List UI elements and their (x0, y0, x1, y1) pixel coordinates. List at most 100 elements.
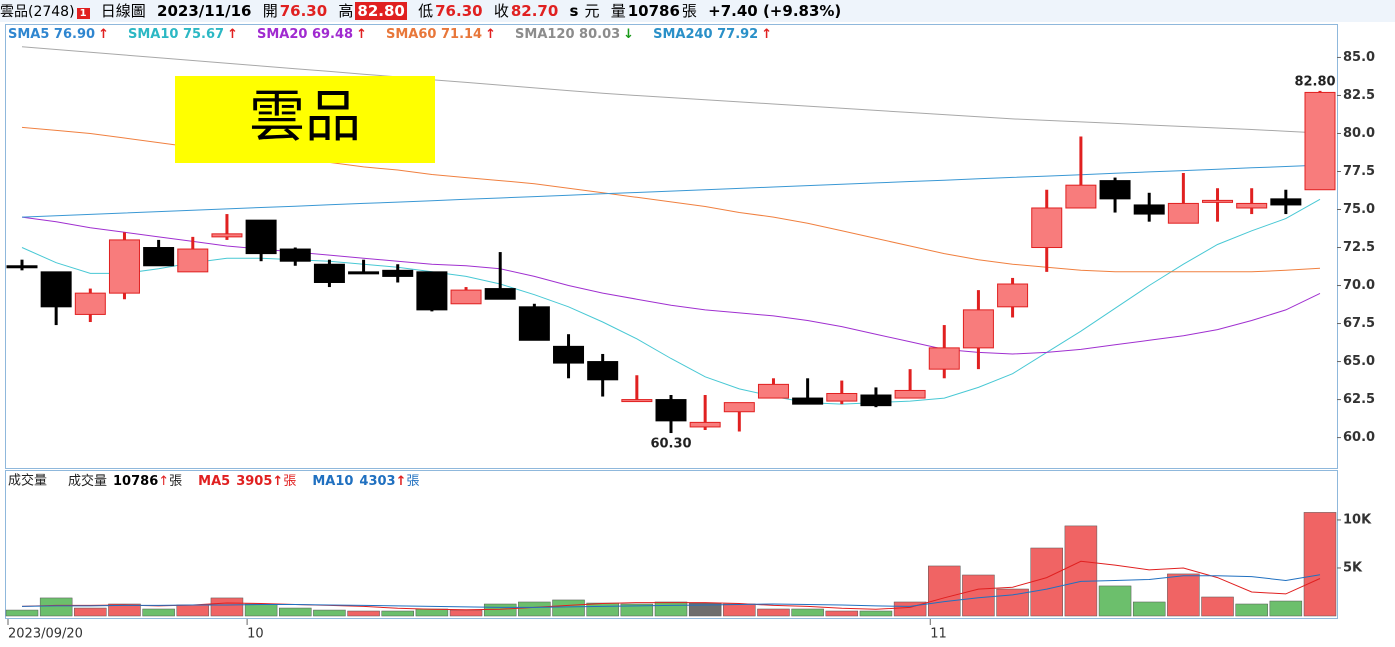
value-label: 82.80 (1294, 74, 1335, 89)
volume-bar (1098, 585, 1132, 617)
currency: 元 (584, 2, 600, 20)
y-tick-label: 65.0 (1343, 354, 1375, 369)
legend-item: SMA10 75.67 ↑ (128, 27, 238, 42)
candle-body (177, 248, 209, 273)
volume-bar (210, 597, 244, 617)
candle-body (6, 265, 38, 269)
legend-item: 成交量 10786↑張 (68, 473, 182, 489)
high: 82.80 (355, 2, 407, 20)
candle-body (553, 345, 585, 364)
badge: 1 (76, 8, 90, 19)
candle-body (1099, 180, 1131, 200)
legend-arrow: ↑ (356, 27, 367, 42)
legend-arrow: ↑ (158, 474, 169, 489)
candle-body (621, 399, 653, 403)
volume-bar (620, 603, 654, 617)
ma-line (21, 198, 1321, 405)
volume-ma-line (21, 574, 1321, 608)
ma-line (21, 216, 1321, 355)
volume-bar (552, 599, 585, 617)
legend-item: MA5 3905↑張 (198, 474, 296, 489)
volume-bar (1030, 547, 1063, 617)
legend-unit: 張 (169, 474, 182, 489)
candle-body (792, 397, 824, 405)
panel-title: 成交量 (8, 473, 47, 489)
legend-label: SMA120 80.03 (515, 27, 620, 42)
y-tick-label: 72.5 (1343, 240, 1375, 255)
volume-bar (108, 603, 141, 617)
legend-label: SMA60 71.14 (386, 27, 482, 42)
legend-item: SMA20 69.48 ↑ (257, 27, 367, 42)
legend-item: SMA5 76.90 ↑ (8, 27, 109, 42)
volume-bar (723, 603, 756, 617)
candle-body (1167, 202, 1199, 224)
candle-body (894, 389, 926, 399)
ma-line (21, 164, 1321, 218)
legend-label: MA10 (312, 474, 353, 489)
y-tick-label: 80.0 (1343, 126, 1375, 141)
legend-item: SMA240 77.92 ↑ (653, 27, 772, 42)
volume-label: 量 (610, 2, 626, 20)
volume-bar (142, 608, 175, 617)
candle-body (1202, 199, 1234, 203)
legend-arrow: ↑ (485, 27, 496, 42)
volume-bar (928, 565, 961, 617)
legend-item: SMA60 71.14 ↑ (386, 27, 496, 42)
volume-bar (791, 608, 824, 617)
s-toggle[interactable]: s (569, 2, 579, 20)
candle-body (143, 247, 175, 267)
volume-bar (962, 574, 995, 617)
ma-line (21, 46, 1321, 134)
legend-value: 4303 (359, 474, 395, 489)
candle-body (1031, 207, 1063, 249)
y-tick-label: 10K (1343, 512, 1372, 527)
candle-body (245, 219, 277, 255)
volume-panel (5, 470, 1338, 619)
candle-body (518, 306, 550, 341)
period[interactable]: 日線圖 (100, 2, 146, 20)
open-label: 開 (262, 2, 278, 20)
unit: 張 (681, 2, 697, 20)
volume-bar (244, 603, 278, 617)
candle-body (1304, 91, 1336, 191)
header: 雲品(2748) 1 日線圖 2023/11/16 開 76.30 高 82.80 低… (0, 0, 1395, 22)
close-label: 收 (493, 2, 509, 20)
volume-bar (39, 597, 73, 617)
candle-body (655, 399, 687, 422)
candle-body (723, 402, 755, 413)
volume-bar (313, 609, 346, 617)
legend-label: 成交量 (68, 473, 107, 489)
volume-bar (279, 607, 312, 617)
candle-body (211, 233, 243, 238)
legend-arrow: ↑ (396, 474, 407, 489)
close: 82.70 (510, 2, 559, 20)
x-tick-label: 11 (930, 627, 947, 642)
legend-unit: 張 (283, 474, 296, 489)
candle-body (928, 347, 960, 370)
legend-arrow: ↑ (761, 27, 772, 42)
candle-body (757, 383, 789, 399)
legend-arrow: ↓ (623, 27, 634, 42)
volume-bar (1167, 573, 1200, 617)
volume: 10786 (627, 2, 680, 20)
volume-bar (5, 609, 39, 617)
low-label: 低 (418, 2, 434, 20)
legend-label: SMA5 76.90 (8, 27, 95, 42)
volume-bar (74, 607, 107, 617)
y-tick-label: 62.5 (1343, 392, 1375, 407)
candle-body (1133, 204, 1165, 215)
candle-body (450, 289, 482, 305)
volume-bar (1064, 525, 1098, 617)
candle-body (382, 269, 414, 277)
candle-body (997, 283, 1029, 308)
change: +7.40 (+9.83%) (708, 2, 842, 20)
x-tick-label: 2023/09/20 (8, 627, 83, 642)
volume-bar (347, 610, 380, 617)
volume-bar (1303, 512, 1337, 617)
candle-body (108, 239, 140, 294)
volume-bar (381, 610, 414, 617)
candle-body (1270, 198, 1302, 206)
candle-body (313, 263, 345, 283)
candle-body (962, 309, 994, 349)
